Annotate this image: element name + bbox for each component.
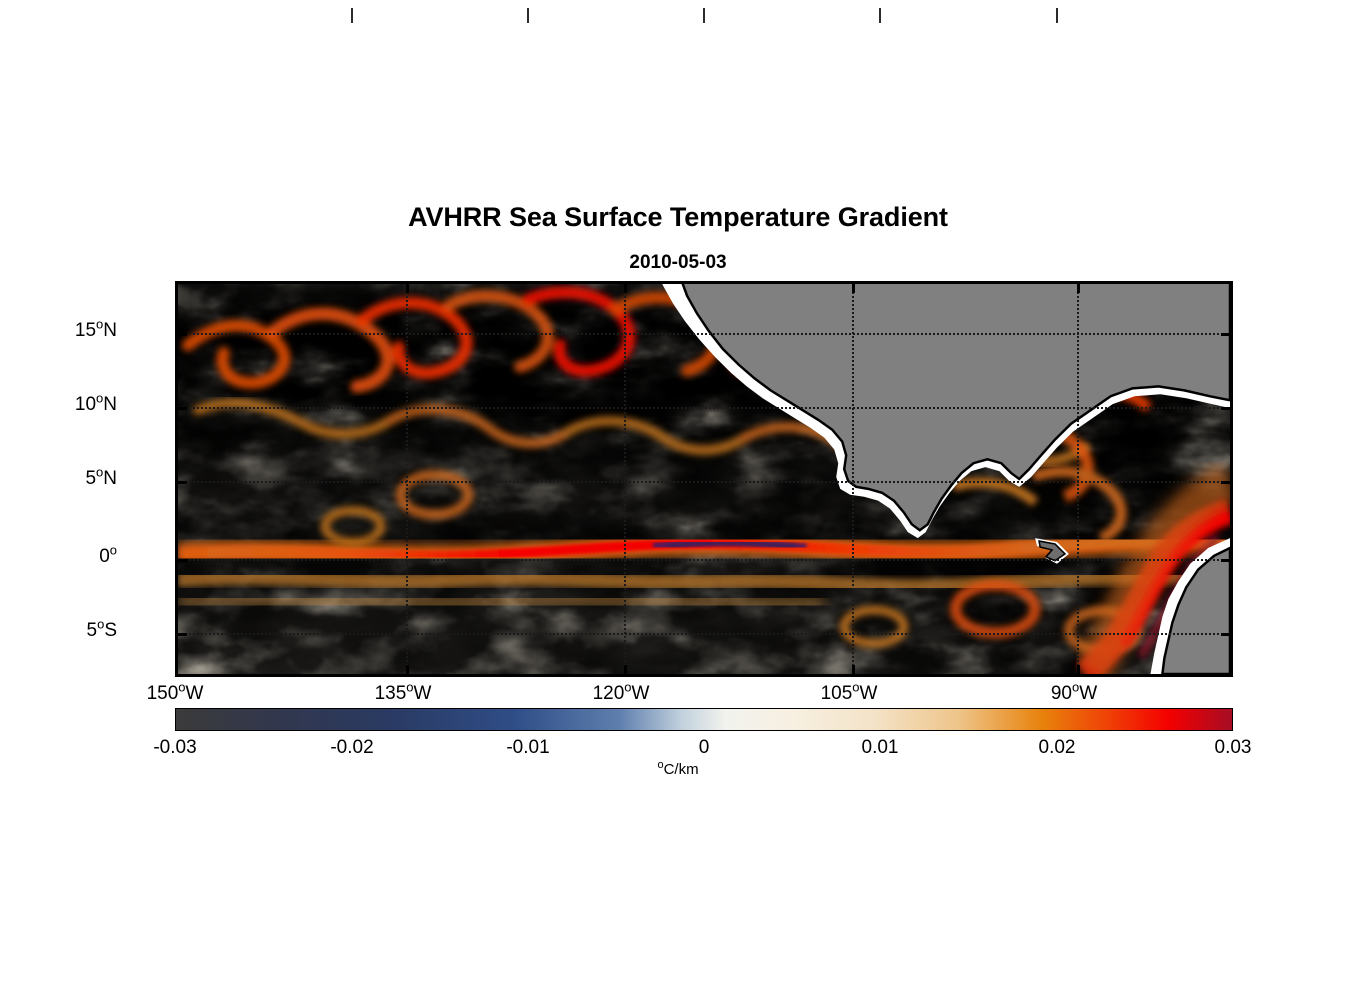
xtick-105w-top [852, 284, 855, 293]
xtick-90w-top [1077, 284, 1080, 293]
colorbar-label-0.03: 0.03 [1214, 737, 1252, 758]
colorbar-label--0.01: -0.01 [506, 737, 550, 758]
xtick-label-135w: 135oW [374, 679, 432, 704]
map-axes[interactable] [175, 281, 1233, 677]
ytick-0 [178, 559, 187, 562]
sst-gradient-heatmap [178, 284, 1230, 674]
colorbar-unit-label: oC/km [657, 759, 699, 779]
ytick-label-5s: 5oS [86, 616, 118, 641]
colorbar-label-0.01: 0.01 [861, 737, 899, 758]
gridline-lon-90w [1077, 284, 1079, 674]
colorbar-label-0: 0 [698, 737, 710, 758]
landmass-south-america [1161, 546, 1230, 674]
colorbar-label--0.03: -0.03 [153, 737, 197, 758]
gridline-lat-5s [178, 633, 1230, 635]
degree-symbol: o [657, 759, 664, 771]
ytick-5n [178, 481, 187, 484]
colorbar-tick-0 [703, 8, 705, 23]
colorbar-tick--0.02 [351, 8, 353, 23]
colorbar-tick-0.02 [1056, 8, 1058, 23]
xtick-label-105w: 105oW [820, 679, 878, 704]
ytick-5s [178, 633, 187, 636]
colorbar-tick-0.01 [879, 8, 881, 23]
ytick-10n [178, 407, 187, 410]
colorbar-label--0.02: -0.02 [330, 737, 374, 758]
xtick-120w [624, 665, 627, 674]
ytick-0-right [1221, 559, 1230, 562]
gridline-lon-135w [406, 284, 408, 674]
xtick-label-150w: 150oW [146, 679, 204, 704]
gridline-lon-105w [852, 284, 854, 674]
xtick-135w-top [406, 284, 409, 293]
gridline-lat-5n [178, 481, 1230, 483]
ytick-5s-right [1221, 633, 1230, 636]
ytick-15n [178, 333, 187, 336]
xtick-label-90w: 90oW [1050, 679, 1098, 704]
page-title: AVHRR Sea Surface Temperature Gradient [408, 202, 948, 232]
landmass-galapagos [1035, 538, 1069, 564]
ytick-label-10n: 10oN [74, 390, 117, 415]
colorbar-label-0.02: 0.02 [1038, 737, 1076, 758]
ytick-label-5n: 5oN [85, 464, 117, 489]
figure-subtitle-date: 2010-05-03 [629, 252, 727, 273]
ytick-15n-right [1221, 333, 1230, 336]
xtick-120w-top [624, 284, 627, 293]
colorbar-gradient [176, 709, 1232, 730]
colorbar-tick--0.01 [527, 8, 529, 23]
colorbar[interactable] [175, 708, 1233, 731]
xtick-105w [852, 665, 855, 674]
ytick-label-15n: 15oN [74, 316, 117, 341]
xtick-label-120w: 120oW [592, 679, 650, 704]
ytick-5n-right [1221, 481, 1230, 484]
ytick-10n-right [1221, 407, 1230, 410]
gridline-lat-10n [178, 407, 1230, 409]
gridline-lat-15n [178, 333, 1230, 335]
gridline-lat-0 [178, 559, 1230, 561]
ytick-label-0: 0o [99, 542, 117, 567]
gridline-lon-120w [624, 284, 626, 674]
xtick-90w [1077, 665, 1080, 674]
xtick-135w [406, 665, 409, 674]
